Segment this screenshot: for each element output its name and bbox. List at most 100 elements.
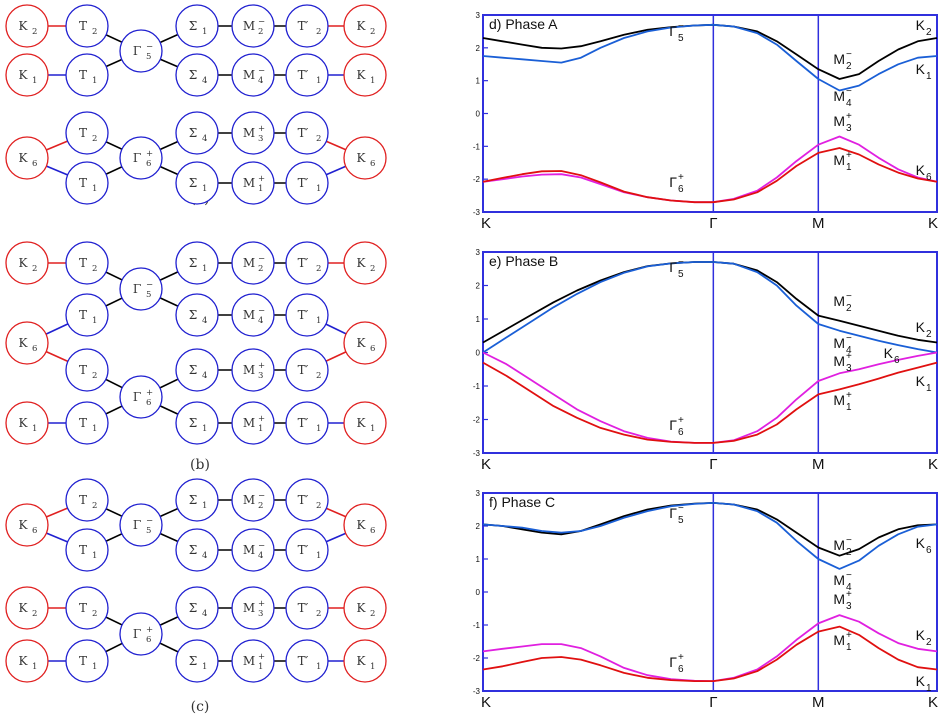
band-magenta [482,614,938,682]
node-circle [343,136,387,180]
band-label-base: Γ [669,259,677,275]
node-circle [285,528,329,572]
node-label: T′ [298,543,309,557]
node-label: M [243,126,255,140]
node-label: K [357,336,367,350]
node-label: M [243,256,255,270]
representation-graphs: K 2 T 2Γ −5Σ 1 M −2 T′ 2 K 2K 1 T 1 Σ 4 M −4 T′ 1 K 1T 2 Σ 4 M +3 T′… [5,4,387,683]
x-tick-label: K [481,215,491,232]
node-Tp2: T′ 2 [285,4,329,48]
node-sub: 1 [258,184,263,194]
node-label: M [243,543,255,557]
node-circle [343,321,387,365]
node-circle [65,4,109,48]
band-label: M −2 [833,291,852,314]
band-label-sub: 2 [926,329,932,340]
band-red [482,361,938,444]
node-sub: 2 [92,609,97,619]
band-label-sub: 6 [678,427,684,438]
node-label: T′ [298,601,309,615]
plot-frame [482,14,938,213]
band-label-base: M [833,591,845,607]
node-circle [119,503,163,547]
band-label-sub: 1 [846,162,852,173]
band-label-base: K [916,373,926,389]
node-label: Γ [133,390,141,404]
band-label-sup: + [846,630,852,641]
band-label: M +3 [833,351,852,374]
node-sub: 4 [202,371,207,381]
node-sub: 6 [32,344,37,354]
node-circle [119,612,163,656]
node-circle [343,503,387,547]
band-label-sub: 3 [846,123,852,134]
node-circle [5,401,49,445]
node-sub: 4 [258,551,263,561]
band-label-sup: + [678,172,684,183]
band-label-sub: 4 [846,582,852,593]
node-circle [231,293,275,337]
band-blue [482,261,938,354]
node-sup: − [258,66,265,76]
band-label: Γ +6 [669,172,684,195]
node-sub: 1 [258,662,263,672]
node-sub: 1 [316,316,321,326]
node-circle [175,111,219,155]
band-label: M +3 [833,111,852,134]
node-Γ5: Γ −5 [119,503,163,547]
node-circle [175,639,219,683]
node-label: T′ [298,308,309,322]
node-circle [231,111,275,155]
band-label: M −4 [833,333,852,356]
node-sub: 2 [370,609,375,619]
band-label-sup: − [846,49,852,60]
band-label-sup: − [678,257,684,268]
node-circle [65,111,109,155]
node-M1: M +1 [231,639,275,683]
node-sub: 2 [316,27,321,37]
node-label: T [79,601,87,615]
node-label: Σ [189,654,197,668]
band-label-base: K [916,319,926,335]
band-label-base: K [916,17,926,33]
band-label-sub: 2 [846,303,852,314]
node-circle [65,401,109,445]
node-M3: M +3 [231,586,275,630]
y-tick-label: 0 [476,110,481,119]
node-label: T [79,176,87,190]
node-label: K [357,68,367,82]
node-sup: + [258,414,265,424]
node-M2: M −2 [231,4,275,48]
node-circle [285,293,329,337]
node-sub: 2 [32,27,37,37]
y-tick-label: -2 [473,175,481,184]
y-tick-label: -1 [473,382,481,391]
node-label: T [79,543,87,557]
node-circle [65,293,109,337]
node-label: T′ [298,256,309,270]
node-sub: 1 [32,424,37,434]
x-tick-label: Γ [709,694,717,711]
node-label: T [79,19,87,33]
node-sub: 1 [92,184,97,194]
node-label: K [19,151,29,165]
node-sub: 5 [146,52,151,62]
node-sub: 1 [202,184,207,194]
node-label: M [243,416,255,430]
node-label: T′ [298,19,309,33]
node-sup: − [258,17,265,27]
x-tick-label: K [928,694,938,711]
node-sub: 6 [146,635,151,645]
x-tick-label: M [812,456,825,473]
